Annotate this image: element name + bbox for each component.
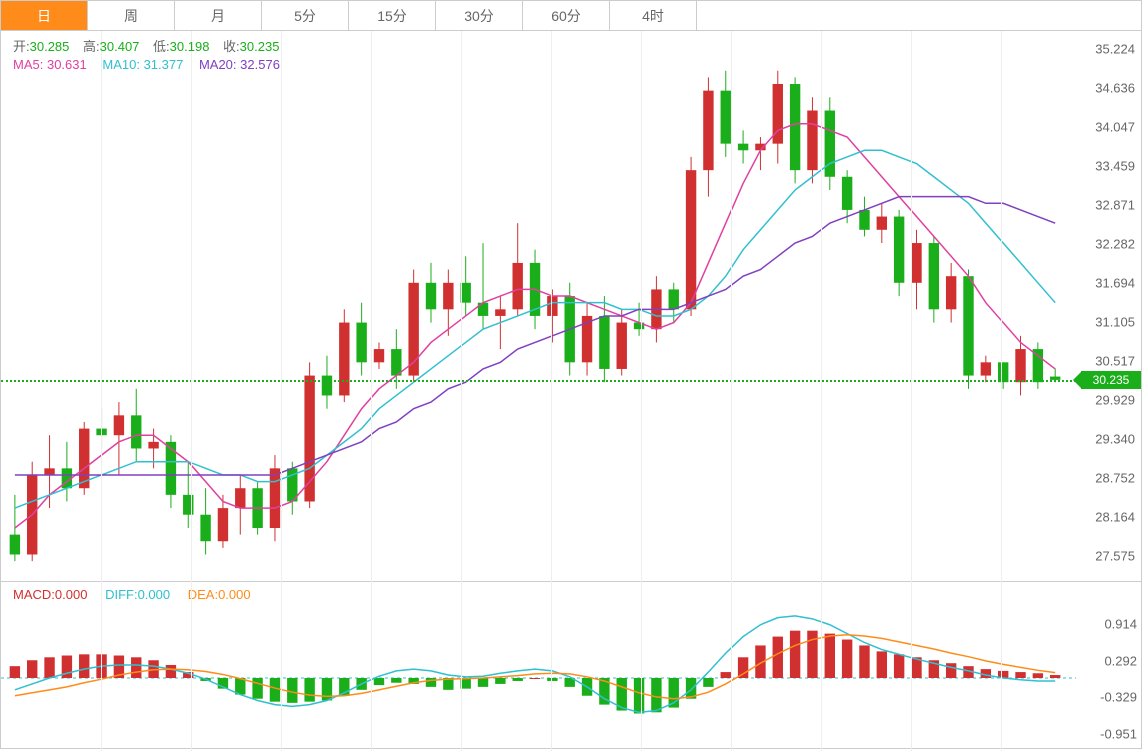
candlestick-chart[interactable] [1, 31, 1076, 581]
open-label: 开: [13, 39, 30, 54]
y-tick: 31.694 [1095, 276, 1135, 291]
diff-label: DIFF:0.000 [105, 587, 170, 602]
open-value: 30.285 [30, 39, 70, 54]
price-y-axis: 35.224 34.636 34.047 33.459 32.871 32.282 31.6… [1074, 31, 1141, 581]
y-tick: 34.636 [1095, 81, 1135, 96]
ma10-label: MA10: 31.377 [102, 57, 183, 72]
dea-label: DEA:0.000 [188, 587, 251, 602]
macd-y-tick: 0.292 [1104, 653, 1137, 668]
timeframe-tab-2[interactable]: 月 [175, 1, 262, 30]
high-value: 30.407 [100, 39, 140, 54]
grid-line [821, 31, 822, 751]
macd-y-tick: -0.329 [1100, 690, 1137, 705]
macd-info: MACD:0.000 DIFF:0.000 DEA:0.000 [13, 587, 251, 602]
timeframe-tab-0[interactable]: 日 [1, 1, 88, 30]
current-price-line [1, 380, 1076, 382]
ohlc-info: 开:30.285 高:30.407 低:30.198 收:30.235 [13, 36, 289, 55]
timeframe-tab-4[interactable]: 15分 [349, 1, 436, 30]
timeframe-tabs: 日周月5分15分30分60分4时 [1, 1, 1141, 31]
y-tick: 29.340 [1095, 432, 1135, 447]
ma20-label: MA20: 32.576 [199, 57, 280, 72]
ma5-label: MA5: 30.631 [13, 57, 87, 72]
timeframe-tab-3[interactable]: 5分 [262, 1, 349, 30]
macd-y-tick: -0.951 [1100, 727, 1137, 742]
y-tick: 27.575 [1095, 549, 1135, 564]
grid-line [731, 31, 732, 751]
macd-y-axis: 0.914 0.292 -0.329 -0.951 [1076, 607, 1142, 749]
timeframe-tab-6[interactable]: 60分 [523, 1, 610, 30]
y-tick: 31.105 [1095, 315, 1135, 330]
close-label: 收: [223, 39, 240, 54]
macd-y-tick: 0.914 [1104, 616, 1137, 631]
high-label: 高: [83, 39, 100, 54]
chart-container: 日周月5分15分30分60分4时 开:30.285 高:30.407 低:30.… [0, 0, 1142, 749]
grid-line [641, 31, 642, 751]
grid-line [191, 31, 192, 751]
grid-line [281, 31, 282, 751]
timeframe-tab-7[interactable]: 4时 [610, 1, 697, 30]
y-tick: 32.282 [1095, 237, 1135, 252]
close-value: 30.235 [240, 39, 280, 54]
grid-line [371, 31, 372, 751]
y-tick: 32.871 [1095, 198, 1135, 213]
low-label: 低: [153, 39, 170, 54]
y-tick: 29.929 [1095, 393, 1135, 408]
macd-label: MACD:0.000 [13, 587, 87, 602]
y-tick: 30.517 [1095, 354, 1135, 369]
y-tick: 35.224 [1095, 42, 1135, 57]
ma-info: MA5: 30.631 MA10: 31.377 MA20: 32.576 [13, 57, 280, 72]
y-tick: 34.047 [1095, 120, 1135, 135]
timeframe-tab-1[interactable]: 周 [88, 1, 175, 30]
grid-line [1001, 31, 1002, 751]
grid-line [101, 31, 102, 751]
macd-chart[interactable] [1, 607, 1076, 749]
macd-panel: MACD:0.000 DIFF:0.000 DEA:0.000 0.914 0.2… [1, 581, 1142, 749]
y-tick: 33.459 [1095, 159, 1135, 174]
grid-line [461, 31, 462, 751]
y-tick: 28.164 [1095, 510, 1135, 525]
y-tick: 28.752 [1095, 471, 1135, 486]
current-price-badge: 30.235 [1081, 371, 1141, 389]
grid-line [911, 31, 912, 751]
low-value: 30.198 [170, 39, 210, 54]
timeframe-tab-5[interactable]: 30分 [436, 1, 523, 30]
grid-line [551, 31, 552, 751]
